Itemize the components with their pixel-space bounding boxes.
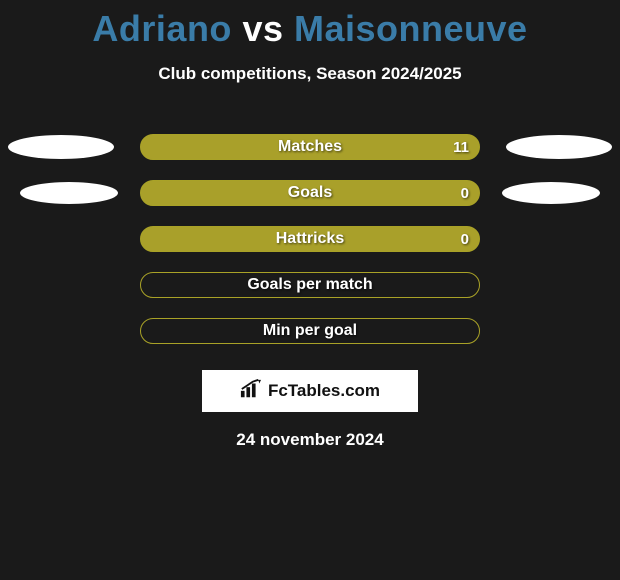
chart-icon	[240, 379, 262, 404]
stat-row: Goals 0	[0, 170, 620, 216]
stat-bar: Matches 11	[140, 134, 480, 160]
stat-value: 0	[461, 185, 469, 202]
stat-label: Goals per match	[247, 276, 372, 294]
decorative-ellipse	[20, 182, 118, 204]
decorative-ellipse	[8, 135, 114, 159]
stat-bar: Min per goal	[140, 318, 480, 344]
stat-bar: Goals per match	[140, 272, 480, 298]
stat-row: Hattricks 0	[0, 216, 620, 262]
brand-text: FcTables.com	[268, 381, 380, 401]
stat-value: 0	[461, 231, 469, 248]
date-text: 24 november 2024	[0, 430, 620, 450]
stat-label: Goals	[288, 184, 332, 202]
stat-row: Min per goal	[0, 308, 620, 354]
subtitle: Club competitions, Season 2024/2025	[0, 64, 620, 84]
stat-bar: Goals 0	[140, 180, 480, 206]
player1-name: Adriano	[92, 8, 232, 49]
stat-label: Min per goal	[263, 322, 357, 340]
title-vs: vs	[242, 8, 283, 49]
stat-value: 11	[453, 139, 469, 156]
decorative-ellipse	[502, 182, 600, 204]
comparison-card: Adriano vs Maisonneuve Club competitions…	[0, 0, 620, 580]
page-title: Adriano vs Maisonneuve	[0, 0, 620, 50]
stat-bar: Hattricks 0	[140, 226, 480, 252]
stat-row: Goals per match	[0, 262, 620, 308]
player2-name: Maisonneuve	[294, 8, 528, 49]
stat-label: Matches	[278, 138, 342, 156]
brand-badge[interactable]: FcTables.com	[202, 370, 418, 412]
stat-row: Matches 11	[0, 124, 620, 170]
stat-label: Hattricks	[276, 230, 344, 248]
stats-list: Matches 11 Goals 0 Hattricks 0 Goals per match…	[0, 124, 620, 354]
decorative-ellipse	[506, 135, 612, 159]
